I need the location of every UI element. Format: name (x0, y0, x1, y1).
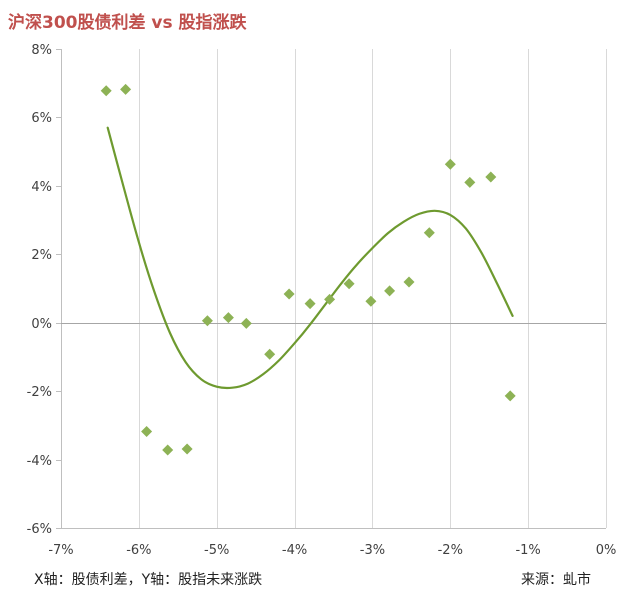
x-tick-label: -2% (438, 543, 463, 558)
scatter-point (120, 83, 132, 95)
scatter-point (162, 444, 174, 456)
trend-line (106, 126, 514, 390)
scatter-point (304, 298, 316, 310)
x-tick-label: -7% (48, 543, 73, 558)
scatter-point (403, 276, 415, 288)
y-tick-label: 6% (31, 111, 52, 126)
scatter-point (222, 312, 234, 324)
x-tick-label: -4% (282, 543, 307, 558)
scatter-point (283, 288, 295, 300)
scatter-point (264, 348, 276, 360)
y-tick-label: -2% (27, 385, 52, 400)
axis-note: X轴：股债利差，Y轴：股指未来涨跌 (34, 572, 263, 588)
source-note: 来源：虬市 (521, 572, 591, 588)
y-tick-label: 8% (31, 43, 52, 58)
y-tick-label: -6% (27, 522, 52, 537)
scatter-point (444, 158, 456, 170)
scatter-point (365, 295, 377, 307)
y-tick-label: 2% (31, 248, 52, 263)
x-tick-label: -3% (360, 543, 385, 558)
scatter-point (504, 390, 516, 402)
y-tick-label: 4% (31, 180, 52, 195)
y-tick-label: 0% (31, 317, 52, 332)
scatter-point (141, 426, 153, 437)
scatter-point (343, 278, 355, 290)
scatter-point (201, 315, 213, 327)
scatter-point (464, 176, 476, 188)
scatter-point (384, 285, 396, 297)
x-tick-label: -1% (515, 543, 540, 558)
scatter-point (100, 85, 112, 97)
scatter-point (423, 227, 435, 239)
chart-title: 沪深300股债利差 vs 股指涨跌 (8, 13, 247, 33)
x-tick-label: 0% (596, 543, 617, 558)
x-tick-label: -5% (204, 543, 229, 558)
scatter-point (324, 293, 336, 305)
y-tick-label: -4% (27, 454, 52, 469)
scatter-point (240, 317, 252, 329)
scatter-point (181, 443, 193, 455)
scatter-point (485, 171, 497, 183)
x-tick-label: -6% (126, 543, 151, 558)
